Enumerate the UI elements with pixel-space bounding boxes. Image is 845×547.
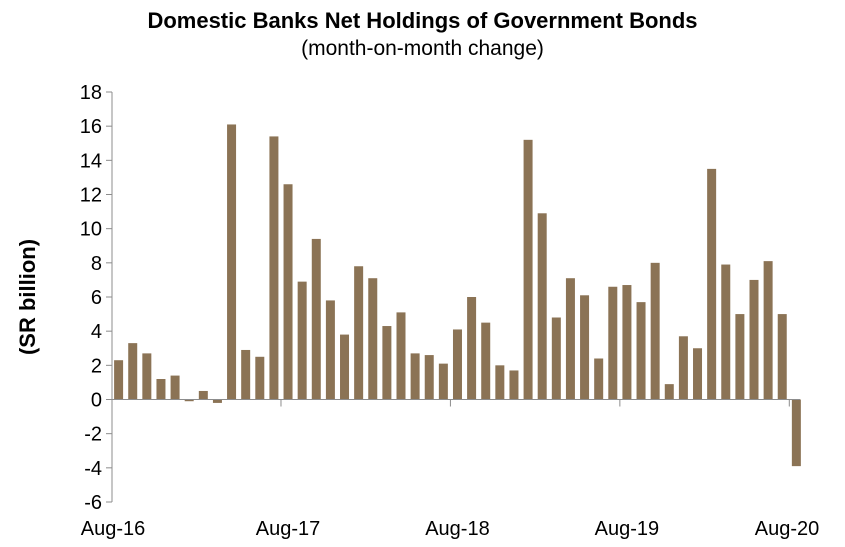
x-tick-label: Aug-18 (425, 518, 490, 540)
chart-title: Domestic Banks Net Holdings of Governmen… (147, 8, 698, 33)
bar-feb-19 (537, 213, 547, 400)
y-tick-label: 8 (91, 253, 102, 275)
bar-oct-18 (481, 322, 491, 400)
bar-jun-20 (763, 261, 773, 400)
bar-sep-17 (297, 281, 307, 400)
bar-oct-17 (311, 238, 321, 400)
bar-may-17 (241, 349, 251, 400)
y-tick-label: 4 (91, 321, 102, 343)
x-tick-label: Aug-20 (755, 518, 820, 540)
bar-aug-18 (452, 329, 462, 400)
y-tick-label: -2 (84, 424, 102, 446)
x-tick-label: Aug-17 (256, 518, 321, 540)
bar-mar-17 (212, 399, 222, 403)
bar-feb-17 (198, 390, 208, 400)
bar-aug-16 (114, 360, 124, 400)
bar-jan-20 (693, 348, 703, 400)
bar-jan-18 (354, 266, 364, 400)
bar-aug-19 (622, 285, 632, 400)
y-tick-label: 2 (91, 355, 102, 377)
y-tick-labels: -6 -4 -2 0 2 4 6 8 10 12 14 16 18 (80, 82, 102, 514)
bar-mar-19 (551, 317, 561, 400)
bar-apr-20 (735, 314, 745, 400)
bar-apr-19 (565, 278, 575, 400)
bar-dec-17 (340, 334, 350, 400)
bar-dec-18 (509, 370, 519, 400)
bar-jul-18 (438, 363, 448, 400)
bar-nov-16 (156, 379, 166, 400)
bars-group (114, 124, 801, 467)
y-tick-label: 0 (91, 390, 102, 412)
bar-nov-18 (495, 365, 505, 400)
bar-jun-18 (424, 355, 434, 400)
bar-apr-18 (396, 312, 406, 400)
bar-jul-20 (777, 314, 787, 400)
y-tick-label: 12 (80, 185, 102, 207)
axes-group (106, 91, 800, 503)
bar-feb-20 (707, 168, 717, 400)
bar-mar-20 (721, 264, 731, 400)
bar-jul-17 (269, 136, 279, 400)
bar-nov-19 (664, 384, 674, 400)
bar-dec-19 (678, 336, 688, 400)
x-tick-label: Aug-19 (595, 518, 660, 540)
bar-apr-17 (227, 124, 237, 400)
y-tick-label: 18 (80, 82, 102, 104)
x-tick-label: Aug-16 (81, 518, 146, 540)
bar-jun-17 (255, 356, 265, 400)
y-tick-label: -6 (84, 492, 102, 514)
bar-jan-19 (523, 139, 533, 400)
bar-oct-19 (650, 262, 660, 400)
x-tick-labels: Aug-16 Aug-17 Aug-18 Aug-19 Aug-20 (81, 518, 820, 540)
y-tick-label: 16 (80, 116, 102, 138)
bar-mar-18 (382, 326, 392, 400)
y-tick-label: 10 (80, 219, 102, 241)
bar-oct-16 (142, 353, 152, 400)
bar-sep-19 (636, 302, 646, 400)
bar-may-18 (410, 353, 420, 400)
bar-sep-18 (467, 297, 477, 400)
bar-aug-17 (283, 184, 293, 400)
y-tick-label: 6 (91, 287, 102, 309)
bar-nov-17 (325, 300, 335, 400)
bar-feb-18 (368, 278, 378, 400)
bar-sep-16 (128, 343, 138, 400)
bar-jun-19 (594, 358, 604, 400)
y-axis-label: (SR billion) (15, 239, 40, 355)
y-tick-label: 14 (80, 150, 102, 172)
y-tick-label: -4 (84, 458, 102, 480)
bar-jul-19 (608, 286, 618, 400)
bar-aug-20 (791, 399, 801, 467)
bar-dec-16 (170, 375, 180, 400)
bar-may-20 (749, 279, 759, 400)
chart-subtitle: (month-on-month change) (301, 37, 544, 60)
bar-jan-17 (184, 399, 194, 402)
bar-may-19 (580, 295, 590, 400)
